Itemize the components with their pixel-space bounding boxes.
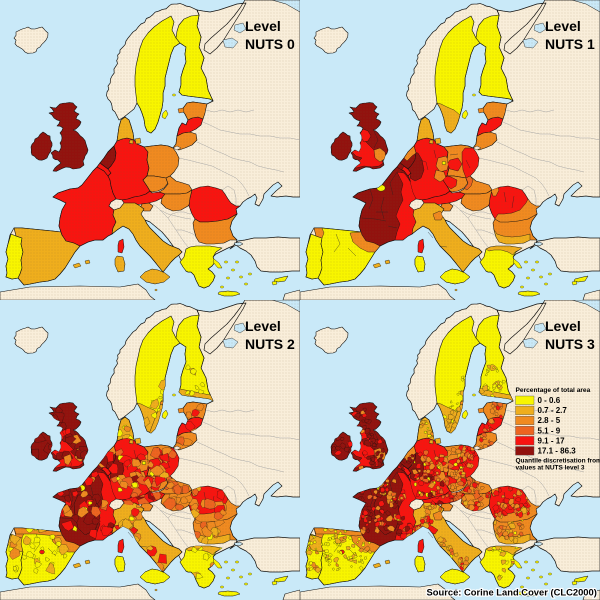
svg-text:NUTS 1: NUTS 1 bbox=[545, 36, 595, 52]
svg-text:Level: Level bbox=[245, 18, 281, 34]
svg-text:NUTS 2: NUTS 2 bbox=[245, 336, 295, 352]
svg-text:Quantile discretisation from: Quantile discretisation from bbox=[516, 458, 600, 465]
svg-text:NUTS 0: NUTS 0 bbox=[245, 36, 295, 52]
svg-text:values at NUTS level 3: values at NUTS level 3 bbox=[516, 465, 585, 472]
svg-text:9.1 - 17: 9.1 - 17 bbox=[538, 436, 566, 445]
svg-text:2.8 - 5: 2.8 - 5 bbox=[538, 416, 561, 425]
svg-text:5.1 - 9: 5.1 - 9 bbox=[538, 426, 561, 435]
svg-text:0 - 0.6: 0 - 0.6 bbox=[538, 396, 561, 405]
svg-text:17.1 - 86.3: 17.1 - 86.3 bbox=[538, 447, 577, 456]
svg-text:Level: Level bbox=[545, 318, 581, 334]
svg-text:Level: Level bbox=[245, 318, 281, 334]
svg-text:Level: Level bbox=[545, 18, 581, 34]
svg-text:0.7 - 2.7: 0.7 - 2.7 bbox=[538, 406, 568, 415]
svg-text:NUTS 3: NUTS 3 bbox=[545, 336, 595, 352]
svg-text:Source: Corine Land Cover (CLC: Source: Corine Land Cover (CLC2000) bbox=[427, 587, 597, 598]
svg-text:Percentage of total area: Percentage of total area bbox=[516, 387, 591, 394]
